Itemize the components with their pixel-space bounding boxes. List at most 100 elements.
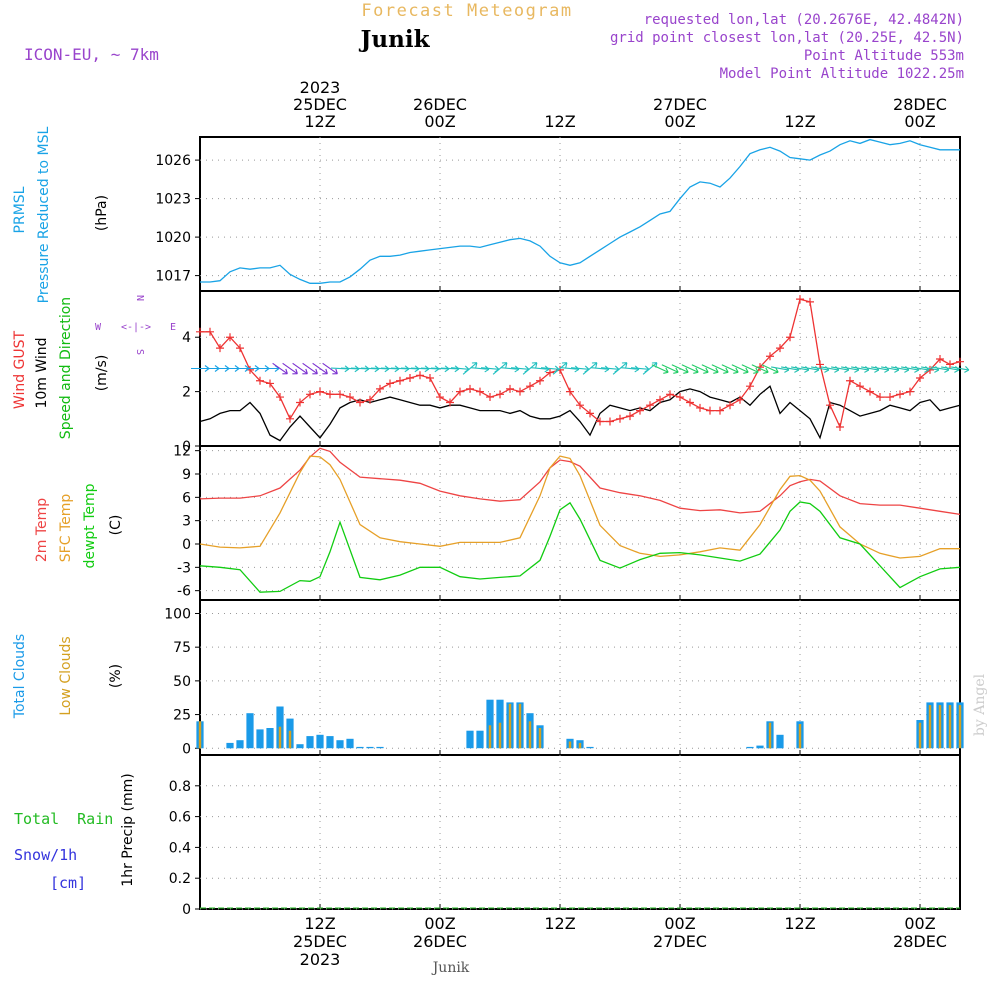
arrow-shaft bbox=[570, 367, 590, 370]
arrow-head bbox=[693, 367, 699, 374]
total-clouds-label: Total Clouds bbox=[12, 634, 28, 719]
wind-direction-arrow bbox=[771, 366, 790, 373]
arrow-shaft bbox=[492, 362, 508, 375]
direction-label: Speed and Direction bbox=[58, 297, 74, 439]
gust-marker bbox=[266, 379, 274, 388]
wind-direction-arrow bbox=[791, 366, 810, 373]
arrow-shaft bbox=[540, 367, 560, 370]
compass-w-label: W bbox=[95, 322, 102, 333]
top-axis-label: 28DEC bbox=[893, 95, 947, 114]
total-cloud-bar bbox=[586, 746, 594, 749]
arrow-shaft bbox=[522, 362, 538, 375]
prmsl-desc-label: Pressure Reduced to MSL bbox=[36, 126, 52, 303]
arrow-shaft bbox=[651, 364, 669, 373]
wind-unit: (m/s) bbox=[94, 355, 110, 392]
wind10m-label: 10m Wind bbox=[34, 337, 50, 408]
arrow-head bbox=[312, 368, 318, 375]
arrow-shaft bbox=[891, 366, 909, 371]
gust-marker bbox=[276, 393, 284, 402]
gust-marker bbox=[506, 384, 514, 393]
top-axis-label: 12Z bbox=[304, 112, 335, 131]
arrow-shaft bbox=[821, 366, 839, 371]
prmsl-unit: (hPa) bbox=[94, 195, 110, 231]
gust-marker bbox=[606, 417, 614, 426]
gust-marker bbox=[356, 398, 364, 407]
bottom-axis-label: 25DEC bbox=[293, 932, 347, 951]
gust-marker bbox=[496, 390, 504, 399]
total-rain-label: Total Rain bbox=[14, 810, 113, 828]
credit: by Angel bbox=[972, 673, 988, 736]
low-cloud-bar bbox=[288, 730, 292, 749]
total-cloud-bar bbox=[266, 728, 274, 749]
gust-marker bbox=[916, 374, 924, 383]
arrow-head bbox=[302, 368, 308, 375]
total-cloud-bar bbox=[486, 699, 494, 749]
gust-marker bbox=[316, 387, 324, 396]
wind-direction-arrow bbox=[582, 362, 598, 375]
arrow-shaft bbox=[612, 362, 628, 375]
gust-marker bbox=[846, 376, 854, 385]
wind-direction-arrow bbox=[612, 362, 628, 375]
gust-marker bbox=[286, 414, 294, 423]
gust-marker bbox=[956, 357, 964, 366]
top-axis-label: 00Z bbox=[424, 112, 455, 131]
gust-marker bbox=[446, 398, 454, 407]
arrow-head bbox=[332, 368, 338, 375]
y-tick-label: 12 bbox=[173, 444, 191, 460]
total-cloud-bar bbox=[246, 713, 254, 749]
y-tick-label: 50 bbox=[173, 674, 191, 690]
temp-unit: (C) bbox=[108, 515, 124, 536]
low-cloud-bar bbox=[918, 722, 922, 749]
gust-marker bbox=[226, 333, 234, 342]
arrow-head bbox=[591, 362, 598, 368]
arrow-shaft bbox=[691, 364, 709, 373]
arrow-head bbox=[292, 368, 298, 375]
gust-marker bbox=[936, 354, 944, 363]
gust-marker bbox=[896, 390, 904, 399]
arrow-shaft bbox=[282, 362, 298, 375]
gust-marker bbox=[426, 374, 434, 383]
snow-label: Snow/1h bbox=[14, 846, 77, 864]
arrow-shaft bbox=[671, 364, 689, 373]
arrow-head bbox=[753, 367, 759, 374]
gust-marker bbox=[576, 401, 584, 410]
arrow-shaft bbox=[600, 367, 620, 370]
arrow-shaft bbox=[661, 364, 679, 373]
compass-s-label: S bbox=[134, 349, 145, 355]
bottom-axis-label: 00Z bbox=[904, 914, 935, 933]
gust-marker bbox=[216, 344, 224, 353]
gust-marker bbox=[676, 393, 684, 402]
temp2m-line bbox=[199, 447, 961, 516]
gust-marker bbox=[656, 395, 664, 404]
chart-title: Forecast Meteogram bbox=[361, 1, 572, 21]
arrow-shaft bbox=[731, 364, 749, 373]
total-cloud-bar bbox=[256, 729, 264, 749]
wind-direction-arrow bbox=[831, 366, 850, 373]
gust-marker bbox=[796, 295, 804, 304]
arrow-shaft bbox=[590, 367, 610, 370]
gust-marker bbox=[776, 344, 784, 353]
gust-marker bbox=[396, 376, 404, 385]
low-cloud-bar bbox=[928, 705, 932, 749]
total-cloud-bar bbox=[366, 746, 374, 749]
arrow-shaft bbox=[811, 366, 829, 371]
y-tick-label: -3 bbox=[177, 560, 191, 576]
wind-direction-arrow bbox=[761, 364, 779, 374]
top-axis-label: 27DEC bbox=[653, 95, 707, 114]
gust-marker bbox=[636, 406, 644, 415]
arrow-shaft bbox=[560, 367, 580, 370]
gust-marker bbox=[336, 390, 344, 399]
gust-marker bbox=[836, 422, 844, 431]
top-axis-label: 26DEC bbox=[413, 95, 467, 114]
arrow-head bbox=[531, 362, 538, 368]
bottom-axis-label: 12Z bbox=[304, 914, 335, 933]
y-tick-label: -6 bbox=[177, 584, 191, 600]
gust-marker bbox=[596, 417, 604, 426]
arrow-shaft bbox=[761, 364, 779, 373]
low-cloud-bar bbox=[568, 741, 572, 749]
y-tick-label: 1026 bbox=[155, 153, 191, 169]
total-cloud-bar bbox=[236, 740, 244, 749]
panel-frame bbox=[199, 754, 961, 910]
compass-rose: N W <-|-> E S bbox=[95, 295, 176, 355]
